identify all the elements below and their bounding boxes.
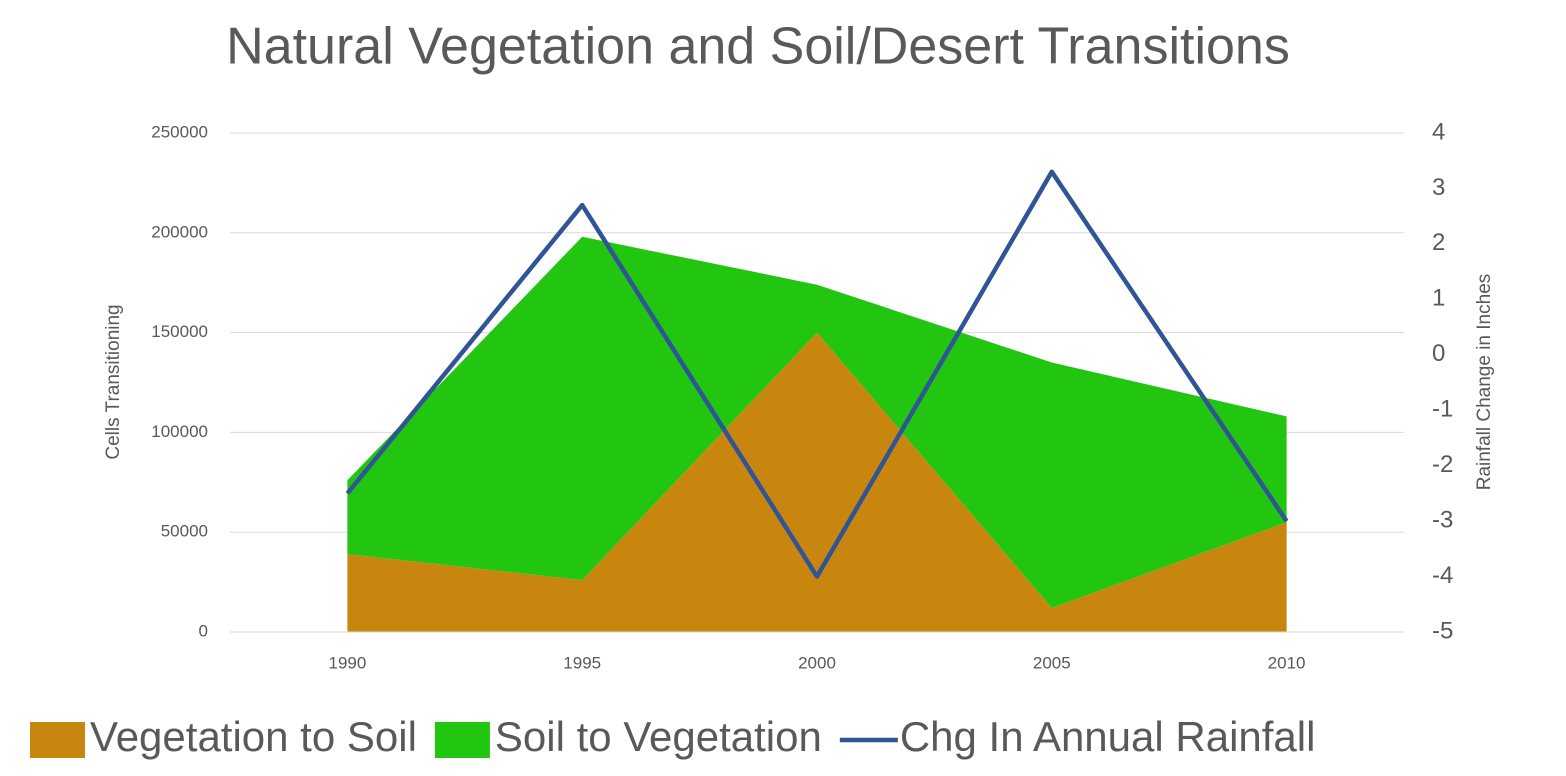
y-tick-label: 100000 (151, 422, 208, 441)
y2-tick-label: -5 (1432, 617, 1453, 644)
y-axis-label: Cells Transitioning (103, 304, 124, 459)
x-tick-label: 2000 (798, 653, 836, 672)
x-tick-label: 2010 (1268, 653, 1306, 672)
y2-tick-label: -1 (1432, 396, 1453, 423)
line (345, 169, 1289, 579)
y-tick-label: 50000 (161, 522, 208, 541)
legend-label: Chg In Annual Rainfall (900, 713, 1316, 760)
legend-swatch (434, 722, 490, 758)
legend-label: Soil to Vegetation (495, 713, 822, 760)
y-tick-label: 150000 (151, 322, 208, 341)
y2-tick-label: 3 (1432, 174, 1445, 201)
x-tick-label: 1995 (563, 653, 601, 672)
x-tick-label: 2005 (1033, 653, 1071, 672)
y2-tick-label: 4 (1432, 118, 1445, 145)
x-tick-label: 1990 (328, 653, 366, 672)
legend-label: Vegetation to Soil (90, 713, 417, 760)
y-tick-label: 200000 (151, 222, 208, 241)
y2-tick-label: 1 (1432, 285, 1445, 312)
y2-axis-label: Rainfall Change in Inches (1474, 274, 1495, 491)
area (347, 236, 1287, 609)
y-tick-label: 250000 (151, 122, 208, 141)
legend-swatch (30, 722, 85, 758)
y-tick-label: 0 (199, 621, 208, 640)
area (347, 332, 1287, 632)
y2-tick-label: 2 (1432, 229, 1445, 256)
y2-tick-label: -2 (1432, 451, 1453, 478)
y2-tick-label: -4 (1432, 562, 1453, 589)
y2-tick-label: -3 (1432, 506, 1453, 533)
chart-title: Natural Vegetation and Soil/Desert Trans… (226, 18, 1290, 76)
y2-tick-label: 0 (1432, 340, 1445, 367)
